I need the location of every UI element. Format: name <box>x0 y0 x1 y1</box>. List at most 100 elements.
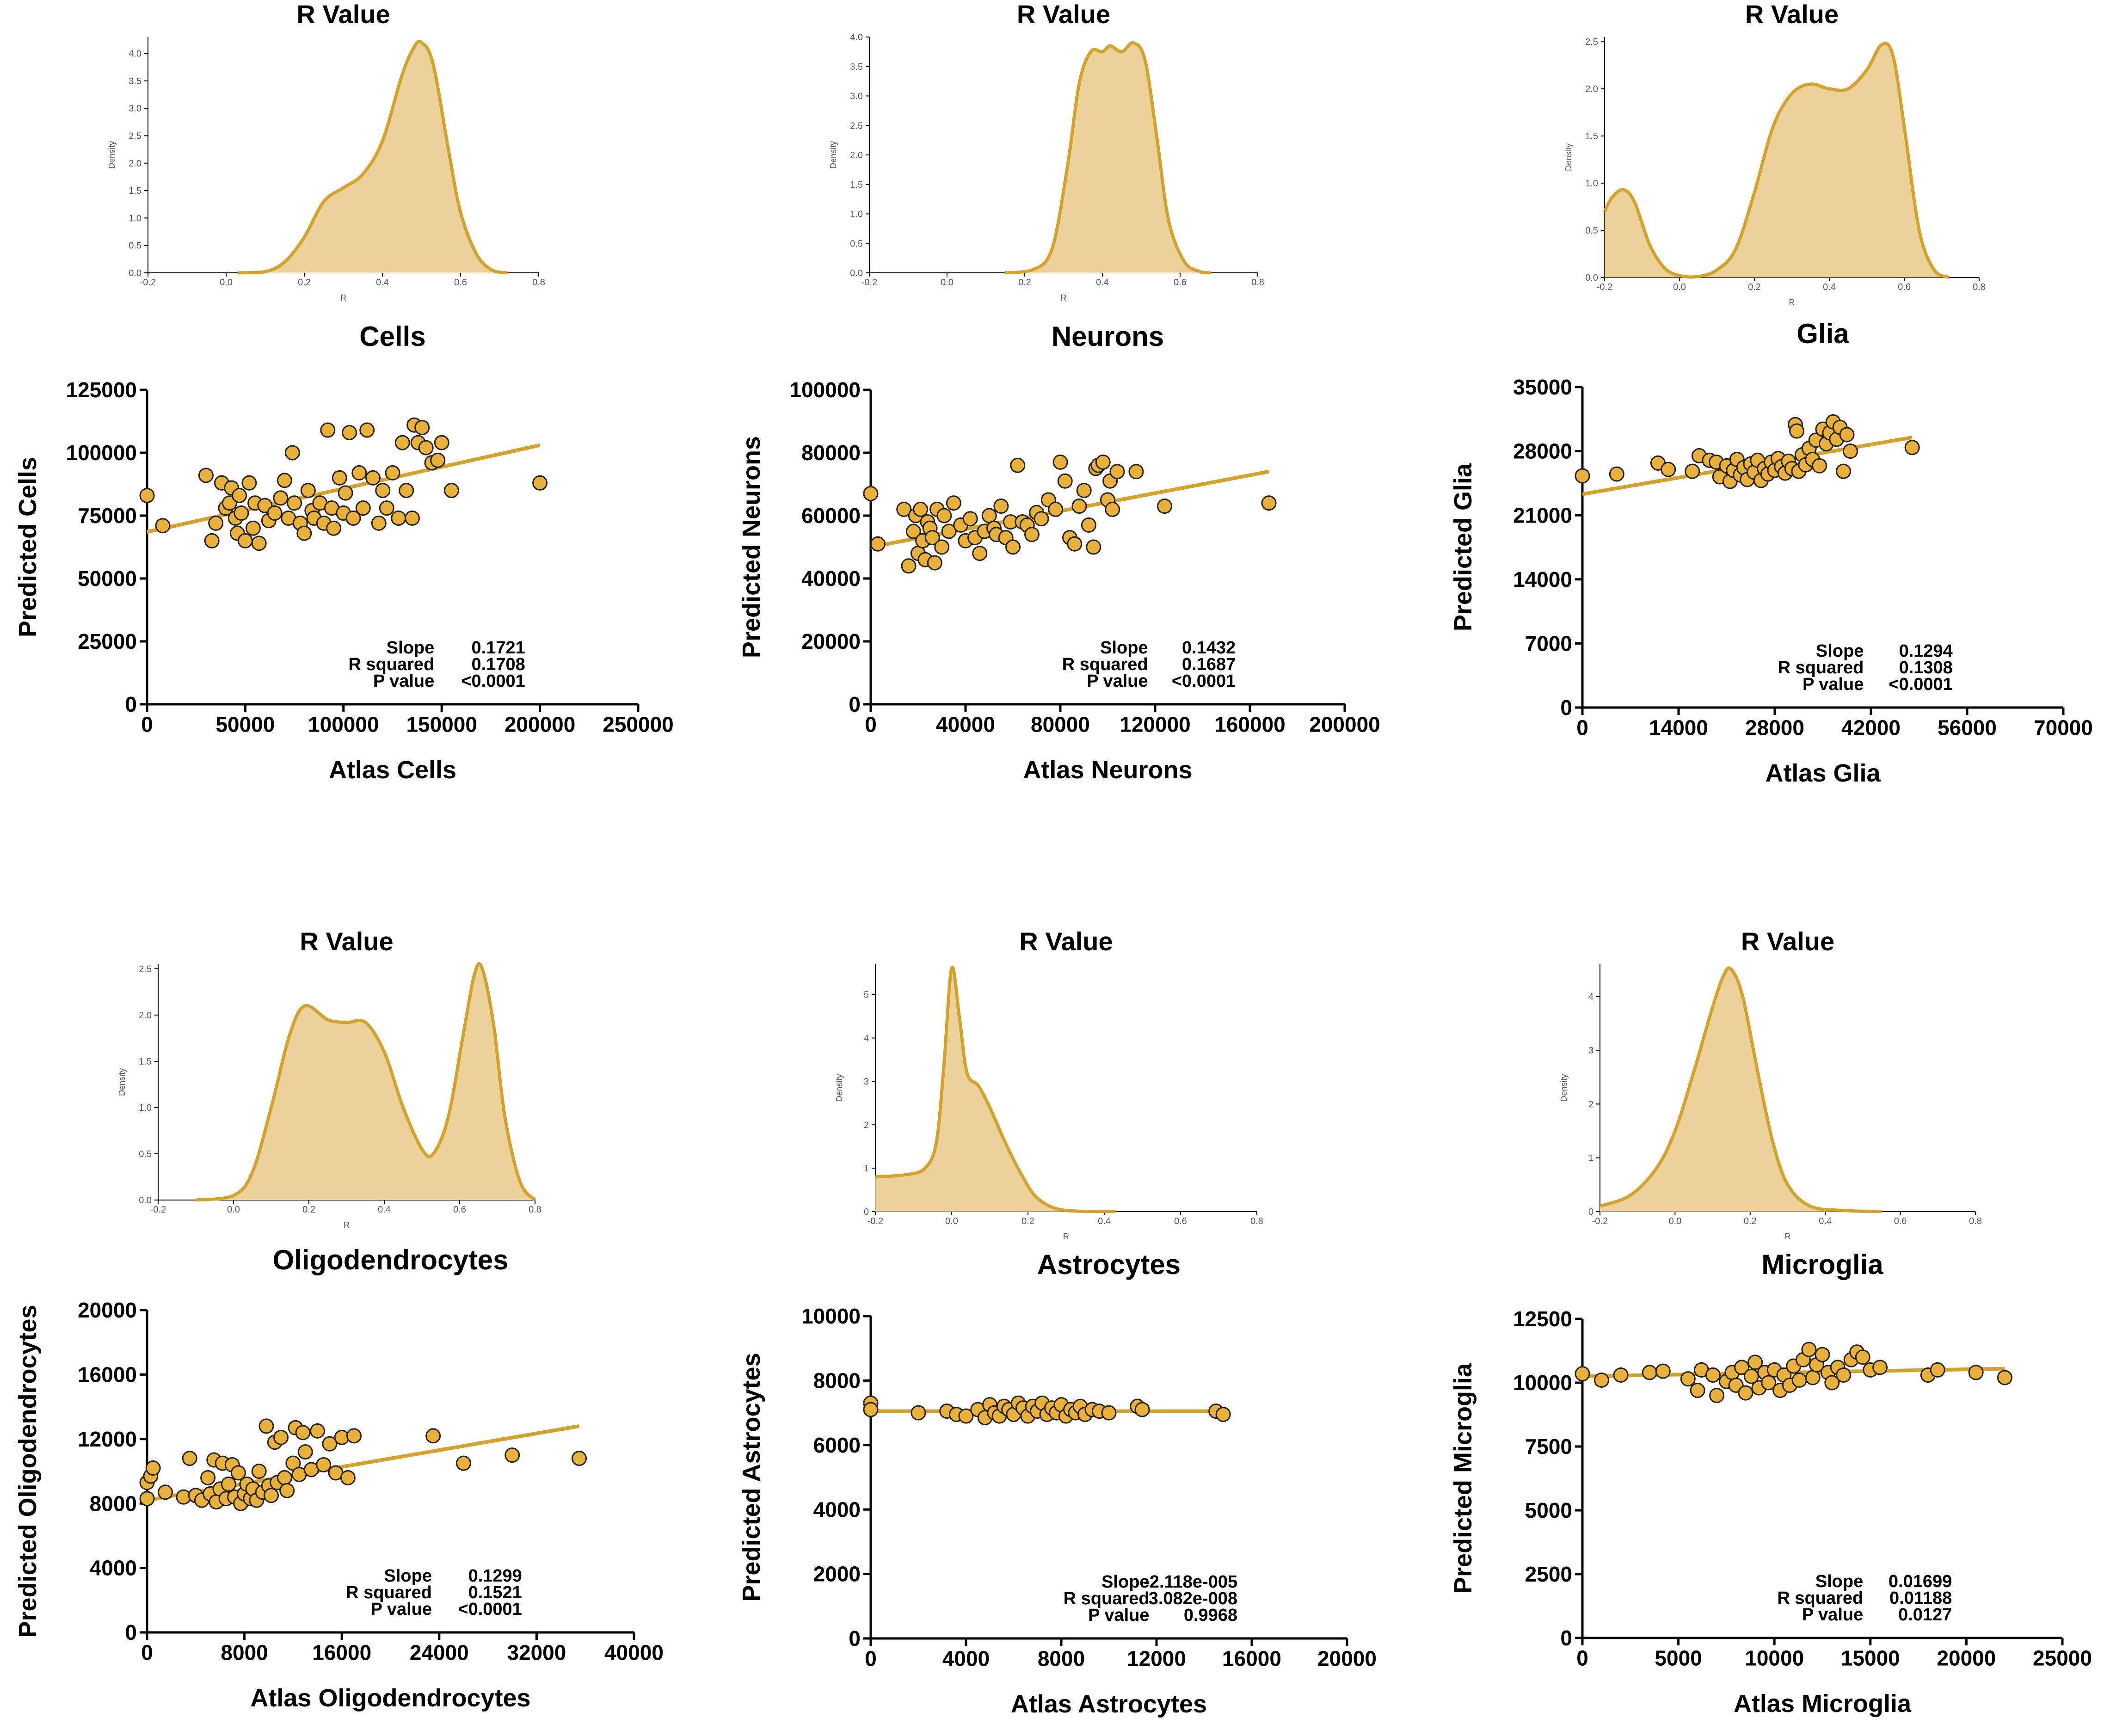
scatter-astrocytes-data-point <box>863 1402 879 1417</box>
scatter-neurons-y-axis-label: Predicted Neurons <box>738 436 765 658</box>
scatter-microglia-data-point <box>1805 1370 1821 1385</box>
density-microglia-x-tick-label: 0.8 <box>1969 1216 1982 1226</box>
scatter-astrocytes-data-point <box>911 1405 926 1421</box>
scatter-glia-x-tick-label: 0 <box>1576 716 1588 740</box>
scatter-cells-data-point <box>277 473 292 488</box>
density-cells-y-tick-label: 4.0 <box>129 49 141 59</box>
scatter-astrocytes-y-tick-label: 6000 <box>813 1433 861 1457</box>
density-microglia-y-tick-label: 1 <box>1588 1153 1593 1163</box>
density-neurons-y-tick-label: 1.0 <box>850 209 863 220</box>
scatter-oligodendrocytes-data-point <box>572 1451 587 1466</box>
density-microglia-x-tick-label: 0.2 <box>1744 1216 1757 1226</box>
scatter-oligodendrocytes-data-point <box>316 1457 332 1473</box>
scatter-oligodendrocytes-y-tick-label: 0 <box>125 1620 137 1644</box>
scatter-microglia-stat-value: 0.0127 <box>1898 1605 1952 1625</box>
density-glia-y-axis-label: Density <box>1564 143 1573 171</box>
scatter-cells-data-point <box>245 520 261 536</box>
scatter-cells-data-point <box>391 510 406 526</box>
scatter-oligodendrocytes-x-tick-label: 0 <box>141 1641 153 1665</box>
scatter-neurons-stat-label: P value <box>1087 671 1148 691</box>
density-glia-y-tick-label: 0.0 <box>1585 273 1598 283</box>
scatter-neurons-data-point <box>927 555 942 571</box>
scatter-neurons-x-tick-label: 80000 <box>1031 713 1090 737</box>
scatter-cells-data-point <box>232 487 247 503</box>
density-neurons-y-tick-label: 2.0 <box>850 150 863 160</box>
scatter-microglia-data-point <box>1997 1370 2012 1385</box>
scatter-neurons-data-point <box>1048 501 1064 517</box>
scatter-cells-data-point <box>418 440 434 456</box>
scatter-neurons-data-point <box>993 499 1009 514</box>
scatter-neurons-data-point <box>1105 501 1120 517</box>
scatter-cells-stat-value: <0.0001 <box>461 671 525 691</box>
density-microglia-title: R Value <box>1741 927 1834 956</box>
density-glia-chart: R Value-0.2 0.0 0.2 0.4 0.6 0.80.00.51.01.52.… <box>1564 0 1986 307</box>
density-microglia-density-curve <box>1599 966 1882 1213</box>
scatter-glia-data-point <box>1812 458 1827 474</box>
density-glia-density-fill <box>1605 43 1950 278</box>
scatter-cells-title: Cells <box>359 321 425 352</box>
scatter-neurons-y-tick-label: 80000 <box>801 441 861 465</box>
scatter-neurons-x-tick-label: 40000 <box>936 713 995 737</box>
scatter-cells-data-point <box>234 505 249 521</box>
density-microglia-x-tick-label: 0.0 <box>1668 1216 1681 1226</box>
scatter-neurons-y-tick-label: 0 <box>849 692 861 716</box>
scatter-neurons-x-axis-label: Atlas Neurons <box>1023 756 1192 784</box>
density-glia-density-curve <box>1603 42 1950 279</box>
scatter-astrocytes-x-tick-label: 16000 <box>1222 1647 1281 1671</box>
scatter-oligodendrocytes-x-axis-label: Atlas Oligodendrocytes <box>250 1684 530 1712</box>
scatter-neurons-data-point <box>1128 464 1144 480</box>
scatter-cells-data-point <box>273 490 289 506</box>
scatter-glia-x-tick-label: 56000 <box>1938 716 1997 740</box>
scatter-cells-data-point <box>204 533 220 548</box>
scatter-glia-data-point <box>1609 466 1624 482</box>
scatter-microglia-x-tick-label: 25000 <box>2033 1646 2092 1670</box>
density-microglia-x-axis-label: R <box>1785 1232 1791 1241</box>
scatter-microglia-data-point <box>1680 1371 1696 1387</box>
scatter-cells-data-point <box>241 475 257 491</box>
density-cells-density-curve <box>238 40 508 275</box>
density-astrocytes-y-axis-label: Density <box>835 1074 844 1102</box>
scatter-astrocytes-y-tick-label: 2000 <box>813 1562 861 1586</box>
scatter-oligodendrocytes-data-point <box>310 1423 326 1439</box>
scatter-oligodendrocytes-y-tick-label: 8000 <box>90 1491 137 1515</box>
scatter-oligodendrocytes-data-point <box>258 1418 274 1434</box>
scatter-oligodendrocytes-data-point <box>182 1451 197 1466</box>
density-astrocytes-y-tick-label: 2 <box>864 1120 869 1130</box>
scatter-neurons-stat-label: R squared <box>1062 655 1148 674</box>
scatter-oligodendrocytes-data-point <box>264 1488 279 1503</box>
scatter-glia-data-point <box>1789 423 1805 439</box>
scatter-cells-data-point <box>300 483 316 499</box>
scatter-neurons-chart: Neurons 0 40000 80000 120000 160000 200000 0 200… <box>738 321 1380 784</box>
density-glia-x-tick-label: -0.2 <box>1597 282 1612 292</box>
scatter-glia-x-tick-label: 70000 <box>2034 716 2093 740</box>
scatter-astrocytes-x-tick-label: 4000 <box>942 1647 990 1671</box>
scatter-neurons-data-point <box>1005 539 1021 555</box>
scatter-oligodendrocytes-data-point <box>157 1484 173 1500</box>
density-cells-x-tick-label: 0.4 <box>376 277 389 288</box>
scatter-microglia-data-point <box>1836 1367 1852 1383</box>
density-glia-y-tick-label: 0.5 <box>1585 226 1598 236</box>
scatter-neurons-y-tick-label: 40000 <box>801 566 861 591</box>
scatter-astrocytes-stat-value: -2.118e-005 <box>1144 1572 1237 1592</box>
scatter-microglia-data-point <box>1594 1372 1610 1388</box>
scatter-microglia-x-tick-label: 0 <box>1576 1646 1588 1670</box>
scatter-cells-data-point <box>399 483 414 499</box>
scatter-microglia-data-point <box>1761 1375 1777 1391</box>
scatter-microglia-y-tick-label: 5000 <box>1525 1498 1572 1522</box>
scatter-cells-data-point <box>198 468 214 483</box>
scatter-microglia-x-tick-label: 15000 <box>1841 1646 1900 1670</box>
scatter-cells-data-point <box>434 435 449 450</box>
scatter-neurons-data-point <box>934 539 950 555</box>
density-cells-x-tick-label: -0.2 <box>140 277 156 288</box>
density-astrocytes-chart: R Value -0.2 0.0 0.2 0.4 0.6 0.8 0 1 2 3 4 5 R Density <box>835 927 1263 1241</box>
scatter-glia-data-point <box>1904 440 1920 456</box>
scatter-oligodendrocytes-x-tick-label: 8000 <box>221 1641 268 1665</box>
density-oligodendrocytes-x-tick-label: 0.4 <box>378 1205 391 1215</box>
scatter-oligodendrocytes-data-point <box>279 1483 295 1498</box>
scatter-microglia-y-tick-label: 12500 <box>1513 1307 1572 1331</box>
scatter-cells-data-point <box>394 435 410 450</box>
scatter-cells-data-point <box>237 533 253 548</box>
scatter-neurons-data-point <box>962 511 978 527</box>
density-oligodendrocytes-x-axis-label: R <box>344 1220 350 1230</box>
scatter-microglia-data-point <box>1613 1367 1629 1383</box>
